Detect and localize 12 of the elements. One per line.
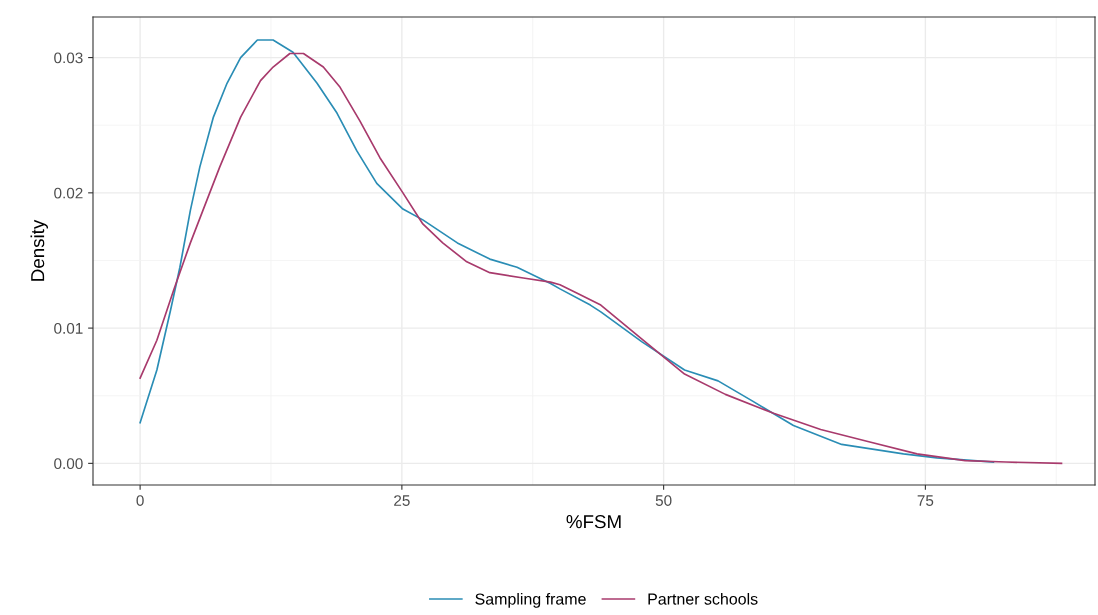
x-tick-label: 50: [655, 495, 672, 506]
y-tick-label: 0.03: [54, 52, 83, 64]
x-tick-label: 25: [394, 495, 410, 506]
y-tick-label: 0.00: [54, 458, 83, 470]
y-tick-label: 0.02: [54, 187, 83, 199]
legend-label: Sampling frame: [475, 592, 586, 608]
x-tick-label: 0: [136, 495, 144, 506]
x-axis-title: %FSM: [566, 515, 621, 529]
y-tick-label: 0.01: [54, 322, 83, 334]
legend-label: Partner schools: [648, 592, 758, 605]
x-tick-label: 75: [917, 495, 934, 506]
y-axis-title: Density: [30, 219, 48, 281]
